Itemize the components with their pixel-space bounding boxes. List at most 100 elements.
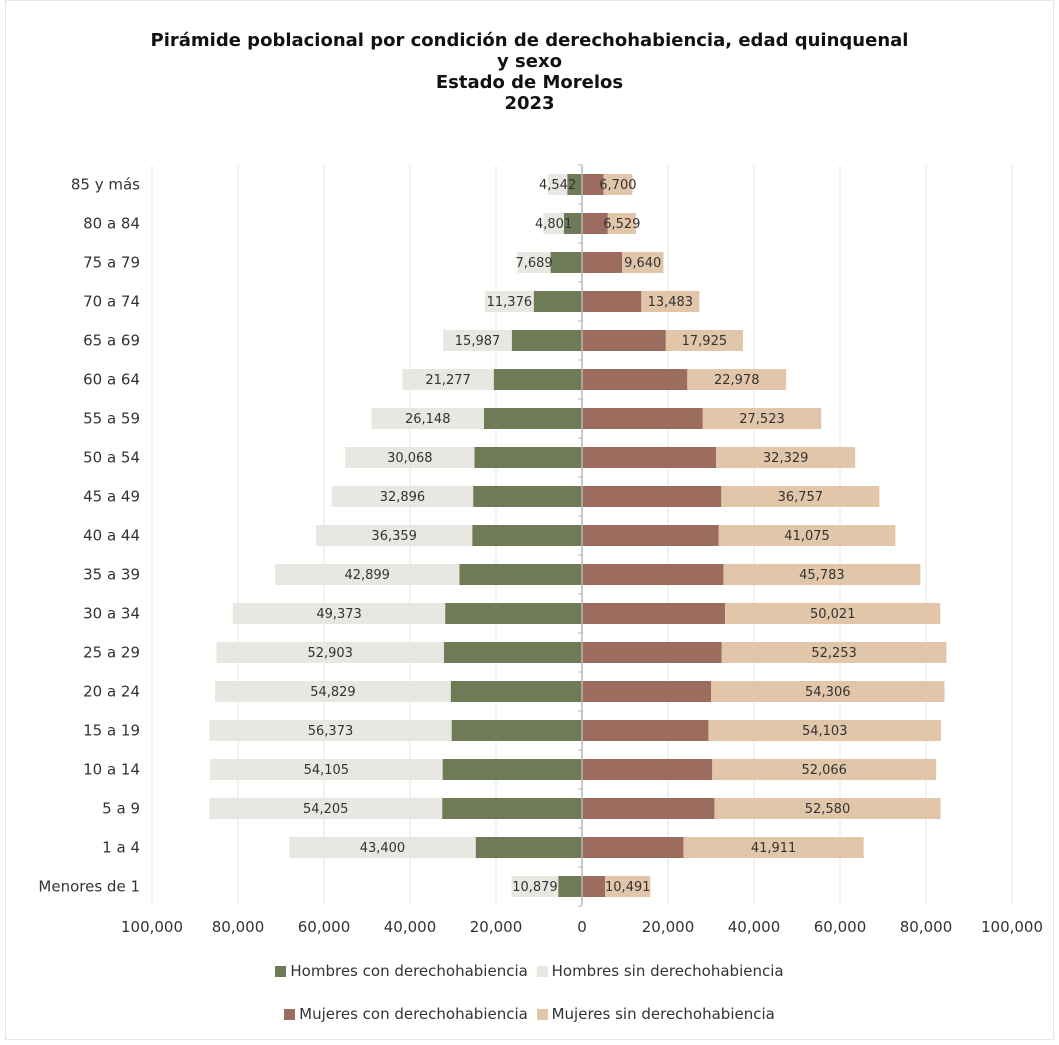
bar-hombres-sin	[484, 291, 534, 312]
data-label-hombres-sin: 10,879	[512, 880, 558, 895]
category-label: 45 a 49	[83, 488, 140, 506]
bar-mujeres-sin	[683, 837, 864, 858]
data-label-hombres-sin: 7,689	[515, 256, 552, 271]
bar-hombres-sin	[402, 369, 494, 390]
bar-hombres-sin	[209, 798, 443, 819]
bar-hombres-sin	[210, 759, 443, 780]
bar-mujeres-sin	[708, 720, 942, 741]
x-tick-label: 0	[577, 918, 587, 936]
bar-mujeres-sin	[721, 642, 947, 663]
bar-mujeres-con	[582, 642, 722, 663]
bar-hombres-con	[473, 486, 582, 507]
x-tick-label: 100,000	[981, 918, 1043, 936]
data-label-mujeres-sin: 52,066	[801, 763, 847, 778]
bar-mujeres-con	[582, 174, 604, 195]
data-label-hombres-sin: 21,277	[425, 373, 471, 388]
bar-mujeres-sin	[711, 681, 945, 702]
legend-item-mujeres-sin: Mujeres sin derechohabiencia	[536, 1005, 775, 1023]
data-label-hombres-sin: 36,359	[371, 529, 417, 544]
data-label-mujeres-sin: 45,783	[799, 568, 845, 583]
x-tick-label: 100,000	[121, 918, 183, 936]
legend-swatch	[536, 965, 548, 977]
category-label: Menores de 1	[38, 878, 140, 896]
bar-mujeres-sin	[605, 876, 651, 897]
category-label: 65 a 69	[83, 332, 140, 350]
data-label-mujeres-sin: 36,757	[778, 490, 824, 505]
bar-mujeres-con	[582, 720, 709, 741]
chart-title-line-3: Estado de Morelos	[435, 72, 624, 93]
bar-hombres-sin	[331, 486, 474, 507]
bar-mujeres-sin	[716, 447, 856, 468]
category-label: 5 a 9	[102, 800, 140, 818]
data-label-hombres-sin: 56,373	[308, 724, 354, 739]
bar-mujeres-sin	[607, 213, 636, 234]
bar-mujeres-con	[582, 213, 608, 234]
data-label-mujeres-sin: 13,483	[648, 295, 694, 310]
category-label: 75 a 79	[83, 254, 140, 272]
bar-hombres-con	[459, 564, 582, 585]
data-label-mujeres-sin: 54,306	[805, 685, 851, 700]
bar-hombres-sin	[443, 330, 512, 351]
data-label-mujeres-sin: 41,075	[784, 529, 830, 544]
bar-hombres-sin	[371, 408, 484, 429]
bar-hombres-sin	[511, 876, 559, 897]
category-label: 30 a 34	[83, 605, 140, 623]
bar-hombres-sin	[216, 642, 444, 663]
legend-item-hombres-con: Hombres con derechohabiencia	[275, 962, 528, 980]
data-label-mujeres-sin: 6,700	[599, 178, 636, 193]
bar-mujeres-sin	[687, 369, 787, 390]
bar-hombres-con	[450, 681, 582, 702]
data-label-hombres-sin: 43,400	[360, 841, 406, 856]
legend-swatch	[284, 1008, 296, 1020]
bar-hombres-con	[511, 330, 582, 351]
data-label-hombres-sin: 11,376	[487, 295, 533, 310]
bar-hombres-con	[533, 291, 582, 312]
bar-hombres-sin	[289, 837, 476, 858]
bar-mujeres-sin	[725, 603, 941, 624]
legend-label: Mujeres con derechohabiencia	[299, 1005, 528, 1023]
category-label: 50 a 54	[83, 449, 140, 467]
bar-mujeres-sin	[603, 174, 633, 195]
x-tick-label: 80,000	[212, 918, 265, 936]
data-label-mujeres-sin: 41,911	[751, 841, 797, 856]
bar-hombres-con	[443, 642, 582, 663]
category-label: 40 a 44	[83, 527, 140, 545]
data-label-mujeres-sin: 50,021	[810, 607, 856, 622]
data-label-mujeres-sin: 17,925	[682, 334, 728, 349]
bar-hombres-con	[550, 252, 582, 273]
bar-hombres-sin	[232, 603, 446, 624]
legend-swatch	[275, 965, 287, 977]
legend-swatch	[536, 1008, 548, 1020]
bar-mujeres-con	[582, 408, 703, 429]
bar-mujeres-con	[582, 369, 688, 390]
bar-mujeres-sin	[702, 408, 822, 429]
data-label-mujeres-sin: 22,978	[714, 373, 760, 388]
bar-hombres-sin	[517, 252, 551, 273]
category-label: 60 a 64	[83, 371, 140, 389]
bar-hombres-con	[493, 369, 582, 390]
bar-mujeres-sin	[721, 486, 880, 507]
data-label-hombres-sin: 54,205	[303, 802, 349, 817]
legend-row-1: Hombres con derechohabiencia Hombres sin…	[0, 962, 1059, 981]
category-label: 35 a 39	[83, 566, 140, 584]
bar-hombres-con	[483, 408, 582, 429]
legend-item-hombres-sin: Hombres sin derechohabiencia	[536, 962, 784, 980]
bars	[209, 174, 947, 897]
bar-mujeres-con	[582, 564, 724, 585]
bar-hombres-sin	[215, 681, 451, 702]
category-label: 1 a 4	[102, 839, 140, 857]
data-label-mujeres-sin: 52,580	[805, 802, 851, 817]
category-label: 20 a 24	[83, 683, 140, 701]
data-label-mujeres-sin: 32,329	[763, 451, 809, 466]
x-tick-label: 20,000	[642, 918, 695, 936]
bar-hombres-con	[445, 603, 582, 624]
data-label-mujeres-sin: 6,529	[603, 217, 640, 232]
category-label: 55 a 59	[83, 410, 140, 428]
bar-mujeres-sin	[665, 330, 743, 351]
bar-mujeres-con	[582, 837, 684, 858]
bar-hombres-sin	[209, 720, 452, 741]
data-label-hombres-sin: 52,903	[307, 646, 353, 661]
x-tick-label: 40,000	[384, 918, 437, 936]
x-tick-label: 60,000	[298, 918, 351, 936]
legend-label: Hombres con derechohabiencia	[290, 962, 528, 980]
